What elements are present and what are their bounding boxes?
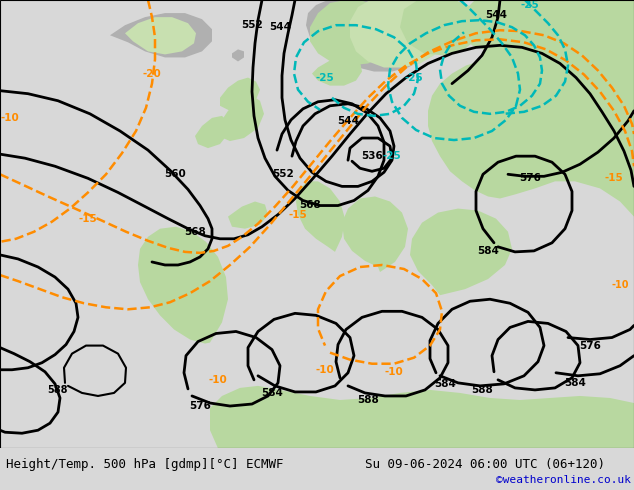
- Text: -15: -15: [79, 214, 98, 223]
- Polygon shape: [460, 0, 530, 51]
- Text: 552: 552: [272, 170, 294, 179]
- Polygon shape: [306, 0, 380, 55]
- Text: 588: 588: [48, 385, 68, 395]
- Text: 576: 576: [579, 341, 601, 350]
- Text: 588: 588: [471, 385, 493, 395]
- Text: -10: -10: [209, 375, 228, 385]
- Polygon shape: [228, 201, 268, 229]
- Text: -15: -15: [605, 173, 623, 183]
- Text: 552: 552: [241, 20, 263, 30]
- Text: -25: -25: [404, 73, 424, 83]
- Text: -25: -25: [521, 0, 540, 10]
- Text: -15: -15: [288, 210, 307, 220]
- Text: 588: 588: [357, 395, 379, 405]
- Polygon shape: [350, 0, 444, 68]
- Text: Su 09-06-2024 06:00 UTC (06+120): Su 09-06-2024 06:00 UTC (06+120): [365, 458, 605, 471]
- Polygon shape: [220, 77, 260, 111]
- Text: -10: -10: [316, 365, 334, 375]
- Polygon shape: [332, 0, 432, 72]
- Text: 544: 544: [337, 116, 359, 126]
- Polygon shape: [295, 0, 634, 448]
- Text: -10: -10: [611, 280, 629, 290]
- Text: 568: 568: [299, 199, 321, 210]
- Polygon shape: [232, 49, 244, 61]
- Text: 568: 568: [184, 227, 206, 237]
- Polygon shape: [218, 96, 264, 141]
- Polygon shape: [296, 181, 345, 252]
- Polygon shape: [312, 55, 362, 86]
- Text: Height/Temp. 500 hPa [gdmp][°C] ECMWF: Height/Temp. 500 hPa [gdmp][°C] ECMWF: [6, 458, 284, 471]
- Polygon shape: [410, 209, 512, 295]
- Text: -10: -10: [385, 367, 403, 377]
- Polygon shape: [310, 0, 394, 66]
- Polygon shape: [342, 196, 408, 272]
- Text: 544: 544: [269, 22, 291, 32]
- Text: 576: 576: [189, 401, 211, 411]
- Polygon shape: [400, 0, 482, 55]
- Text: 544: 544: [485, 10, 507, 20]
- Polygon shape: [195, 116, 228, 148]
- Polygon shape: [110, 13, 212, 57]
- Text: 584: 584: [477, 246, 499, 256]
- Text: -25: -25: [383, 151, 401, 161]
- Text: 536: 536: [361, 151, 383, 161]
- Text: -25: -25: [316, 73, 334, 83]
- Text: ©weatheronline.co.uk: ©weatheronline.co.uk: [496, 475, 631, 485]
- Text: -20: -20: [143, 69, 162, 78]
- Text: -10: -10: [1, 113, 20, 123]
- Polygon shape: [210, 386, 634, 448]
- Polygon shape: [125, 17, 196, 54]
- Text: 560: 560: [164, 170, 186, 179]
- Text: 584: 584: [434, 379, 456, 389]
- Text: 584: 584: [261, 388, 283, 398]
- Polygon shape: [138, 227, 228, 343]
- Text: 576: 576: [519, 173, 541, 183]
- Text: 584: 584: [564, 378, 586, 388]
